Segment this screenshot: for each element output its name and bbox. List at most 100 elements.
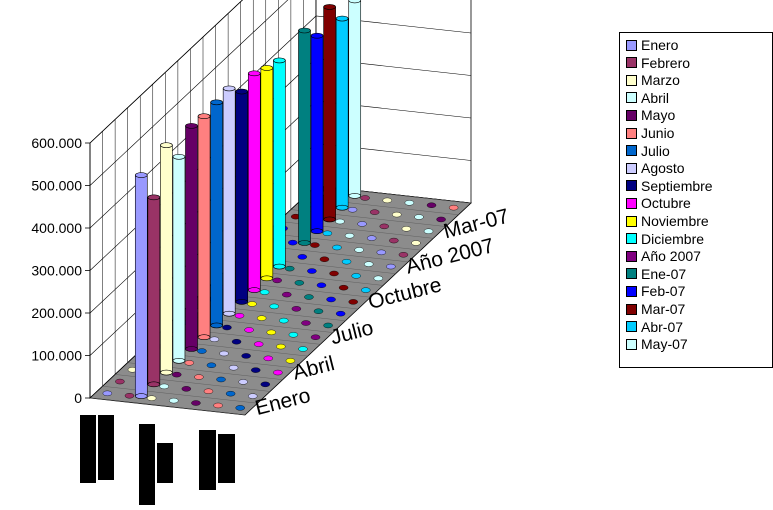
occlusion-block-4 — [199, 430, 216, 490]
floor-marker — [310, 334, 321, 340]
legend-label: Octubre — [641, 195, 691, 212]
bar-base-11 — [273, 263, 286, 270]
legend-label: Abril — [641, 89, 670, 106]
bar-10 — [260, 67, 274, 279]
floor-marker — [260, 381, 271, 388]
bar-base-17 — [348, 193, 362, 199]
bar-13 — [298, 30, 311, 244]
y-tick-label: 0 — [74, 390, 82, 406]
floor-marker — [181, 386, 192, 392]
bar-8 — [235, 91, 249, 303]
floor-marker — [225, 390, 236, 397]
legend-label: Noviembre — [641, 213, 709, 229]
legend-label: Diciembre — [641, 230, 705, 247]
legend-item: Febrero — [626, 55, 690, 71]
floor-marker — [209, 336, 220, 342]
legend-label: Agosto — [641, 160, 685, 177]
bar-4 — [185, 125, 198, 350]
floor-marker — [288, 332, 299, 338]
floor-marker — [235, 405, 245, 411]
floor-marker — [231, 339, 242, 345]
floor-marker — [414, 214, 424, 220]
legend-swatch — [626, 250, 637, 262]
legend-item: Julio — [626, 143, 670, 159]
legend-item: Año 2007 — [626, 248, 701, 264]
floor-marker — [253, 341, 264, 347]
bar-base-15 — [323, 216, 336, 223]
bar-top-13 — [298, 27, 311, 34]
y-tick-label: 100.000 — [31, 348, 82, 364]
floor-marker — [373, 275, 384, 282]
legend-swatch — [626, 321, 637, 333]
bar-14 — [310, 35, 324, 232]
legend-swatch — [626, 338, 637, 350]
y-axis: 0 100.000 200.000 300.000 400.000 500.000 600.… — [31, 135, 91, 406]
legend-item: Enero — [626, 37, 678, 53]
floor-marker — [234, 313, 245, 319]
floor-marker — [364, 261, 374, 267]
legend-swatch — [626, 180, 637, 192]
occlusion-block-0 — [80, 415, 96, 483]
bar-base-6 — [210, 322, 223, 329]
floor-marker — [366, 235, 377, 241]
floor-marker — [251, 367, 261, 373]
bar-base-7 — [222, 310, 236, 317]
legend-label: Enero — [641, 37, 679, 53]
floor-marker — [259, 289, 270, 295]
floor-marker — [335, 218, 345, 225]
floor-marker — [426, 202, 437, 208]
floor-marker — [448, 204, 459, 211]
legend-swatch — [626, 74, 637, 86]
bar-base-13 — [298, 240, 311, 246]
floor-marker — [159, 383, 169, 390]
occlusion-block-5 — [218, 434, 235, 483]
floor-marker — [382, 197, 392, 204]
floor-marker — [323, 322, 333, 329]
floor-marker — [219, 350, 229, 357]
floor-marker — [351, 273, 361, 279]
bar-base-8 — [235, 299, 249, 305]
floor-marker — [263, 355, 273, 362]
floor-marker — [285, 358, 296, 364]
floor-marker — [248, 393, 258, 399]
bar-top-3 — [172, 153, 186, 160]
legend-swatch — [626, 127, 637, 139]
floor-marker — [256, 315, 267, 321]
legend-item: Noviembre — [626, 213, 709, 229]
floor-marker — [115, 378, 125, 385]
occlusion-block-1 — [98, 415, 114, 480]
legend-swatch — [626, 57, 637, 69]
floor-line-1 — [102, 386, 258, 404]
floor-marker — [297, 254, 308, 260]
legend-item: Mar-07 — [626, 301, 685, 317]
legend-swatch — [626, 303, 637, 315]
bar-base-3 — [172, 357, 186, 364]
floor-marker — [273, 369, 283, 376]
bar-top-0 — [134, 172, 148, 178]
legend-swatch — [626, 233, 637, 245]
floor-marker — [238, 379, 248, 385]
floor-marker — [276, 343, 286, 350]
floor-marker — [304, 294, 314, 300]
floor-marker — [404, 200, 415, 206]
floor-marker — [344, 233, 355, 239]
floor-marker — [379, 223, 389, 230]
floor-marker — [206, 362, 217, 368]
bar-2 — [160, 144, 173, 373]
floor-marker — [392, 211, 402, 218]
floor-marker — [247, 301, 257, 307]
bar-3 — [172, 156, 186, 362]
floor-marker — [282, 291, 292, 298]
legend-swatch — [626, 39, 637, 51]
bar-top-14 — [310, 32, 324, 39]
floor-marker — [347, 207, 358, 213]
floor-marker — [172, 371, 182, 378]
legend-label: Junio — [641, 125, 675, 141]
floor-marker — [266, 329, 276, 336]
legend-item: Mayo — [626, 107, 675, 123]
bar-base-1 — [147, 381, 161, 388]
floor-marker — [310, 242, 320, 248]
bar-top-1 — [147, 194, 161, 201]
floor-marker — [244, 327, 254, 333]
floor-marker — [102, 390, 113, 397]
